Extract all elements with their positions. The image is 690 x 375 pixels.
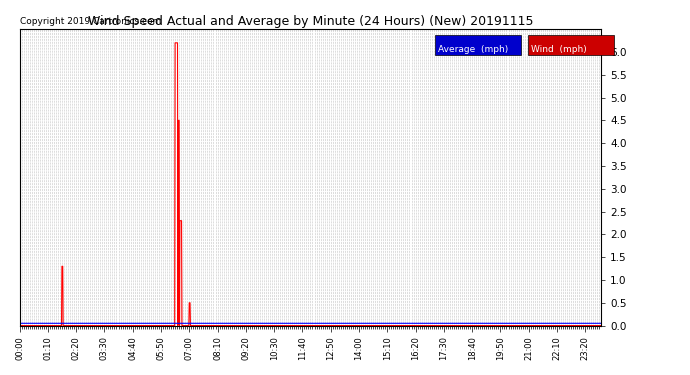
Text: Copyright 2019 Cartronics.com: Copyright 2019 Cartronics.com [20, 17, 161, 26]
Title: Wind Speed Actual and Average by Minute (24 Hours) (New) 20191115: Wind Speed Actual and Average by Minute … [88, 15, 533, 28]
Text: Average  (mph): Average (mph) [438, 45, 509, 54]
Text: Wind  (mph): Wind (mph) [531, 45, 587, 54]
